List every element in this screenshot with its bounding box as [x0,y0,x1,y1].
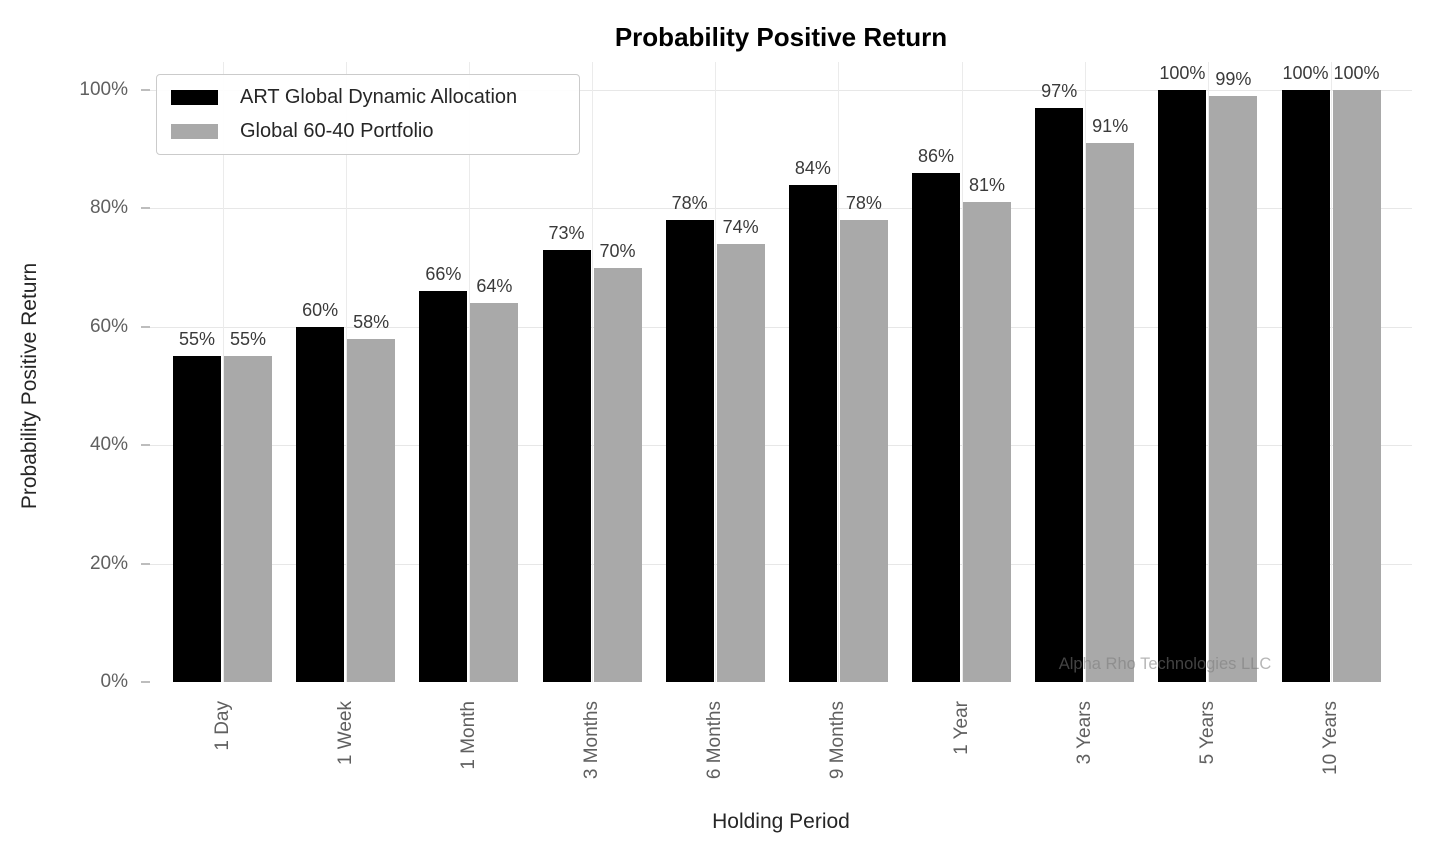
gridline-vertical [592,62,593,682]
y-tick-mark [141,325,150,328]
bar-value-label: 100% [1159,63,1206,83]
bar-value-label: 70% [599,240,636,261]
legend-row: Global 60-40 Portfolio [171,120,565,143]
bar-value-label: 86% [918,145,955,166]
gridline-horizontal [150,208,1412,210]
bar-series1-1-day [224,356,272,682]
gridline-vertical [1331,62,1333,682]
gridline-horizontal [150,445,1412,447]
bar-series0-1-day [173,356,221,682]
bar-value-label: 78% [671,193,708,214]
y-tick-mark [141,89,150,91]
y-tick-mark [141,207,150,210]
bar-value-label: 97% [1041,80,1078,101]
legend-swatch-series-0 [171,90,218,105]
bar-series0-5-years [1158,90,1207,682]
bar-series0-6-months [665,220,714,682]
gridline-vertical [838,62,840,682]
bar-series0-1-month [419,291,468,682]
gridline-horizontal [150,326,1412,328]
bar-value-label: 81% [969,175,1006,196]
bar-value-label: 58% [353,311,390,332]
bar-value-label: 64% [476,276,513,297]
watermark: Alpha Rho Technologies LLC [1058,655,1272,673]
bar-value-label: 66% [425,264,462,285]
plot-area: 55% 55% 60% 58% 66% 64% 73% 70% 78% 74% 84% 78% 86% 8… [150,62,1412,682]
bar-series1-1-week [347,338,396,682]
gridline-vertical [961,62,963,682]
bar-series1-5-years [1209,95,1258,682]
gridline-vertical [222,62,224,682]
gridline-horizontal [150,563,1412,565]
bar-series1-9-months [839,220,888,682]
bar-series1-1-month [470,303,519,682]
bar-series0-3-years [1035,107,1084,682]
bar-series1-10-years [1332,90,1381,682]
y-tick-label: 40% [89,434,128,456]
bar-value-label: 60% [302,299,339,320]
bar-value-label: 55% [229,329,267,350]
legend-label-series-0: ART Global Dynamic Allocation [240,86,518,108]
y-tick-label: 80% [89,197,128,219]
bar-series0-1-week [296,326,345,682]
y-tick-label: 20% [89,552,128,574]
y-tick-mark [141,444,150,447]
gridline-vertical [345,62,347,682]
bar-series1-1-year [963,202,1012,682]
y-axis-label: Probability Positive Return [18,262,41,510]
bar-series0-9-months [788,184,837,682]
bar-series1-3-months [593,267,642,682]
y-tick-mark [141,562,150,565]
y-tick-mark [141,681,150,683]
y-tick-label: 0% [100,671,128,692]
bar-value-label: 100% [1282,63,1329,83]
bar-value-label: 78% [845,193,882,214]
gridline-vertical [468,62,470,682]
gridline-horizontal [150,90,1412,91]
y-tick-label: 60% [89,315,128,337]
gridline-vertical [715,62,717,682]
legend-row: ART Global Dynamic Allocation [171,86,565,109]
bar-value-label: 74% [722,216,759,237]
legend: ART Global Dynamic Allocation Global 60-… [156,74,580,155]
gridline-vertical [1207,62,1209,682]
bar-series0-3-months [542,249,591,682]
bar-value-label: 99% [1215,68,1252,89]
y-tick-label: 100% [79,79,128,100]
bar-series0-1-year [912,172,961,682]
gridline-vertical [1084,62,1086,682]
bar-series1-6-months [716,243,765,682]
bar-series1-3-years [1086,143,1135,682]
x-axis-label: Holding Period [712,810,850,833]
legend-label-series-1: Global 60-40 Portfolio [240,120,434,142]
bar-value-label: 84% [794,157,831,178]
bar-value-label: 100% [1333,63,1380,83]
bar-value-label: 55% [178,329,216,350]
chart-title: Probability Positive Return [614,22,948,52]
bar-series0-10-years [1281,90,1330,682]
legend-swatch-series-1 [171,124,218,139]
bar-value-label: 91% [1092,116,1129,137]
bar-value-label: 73% [548,222,585,243]
